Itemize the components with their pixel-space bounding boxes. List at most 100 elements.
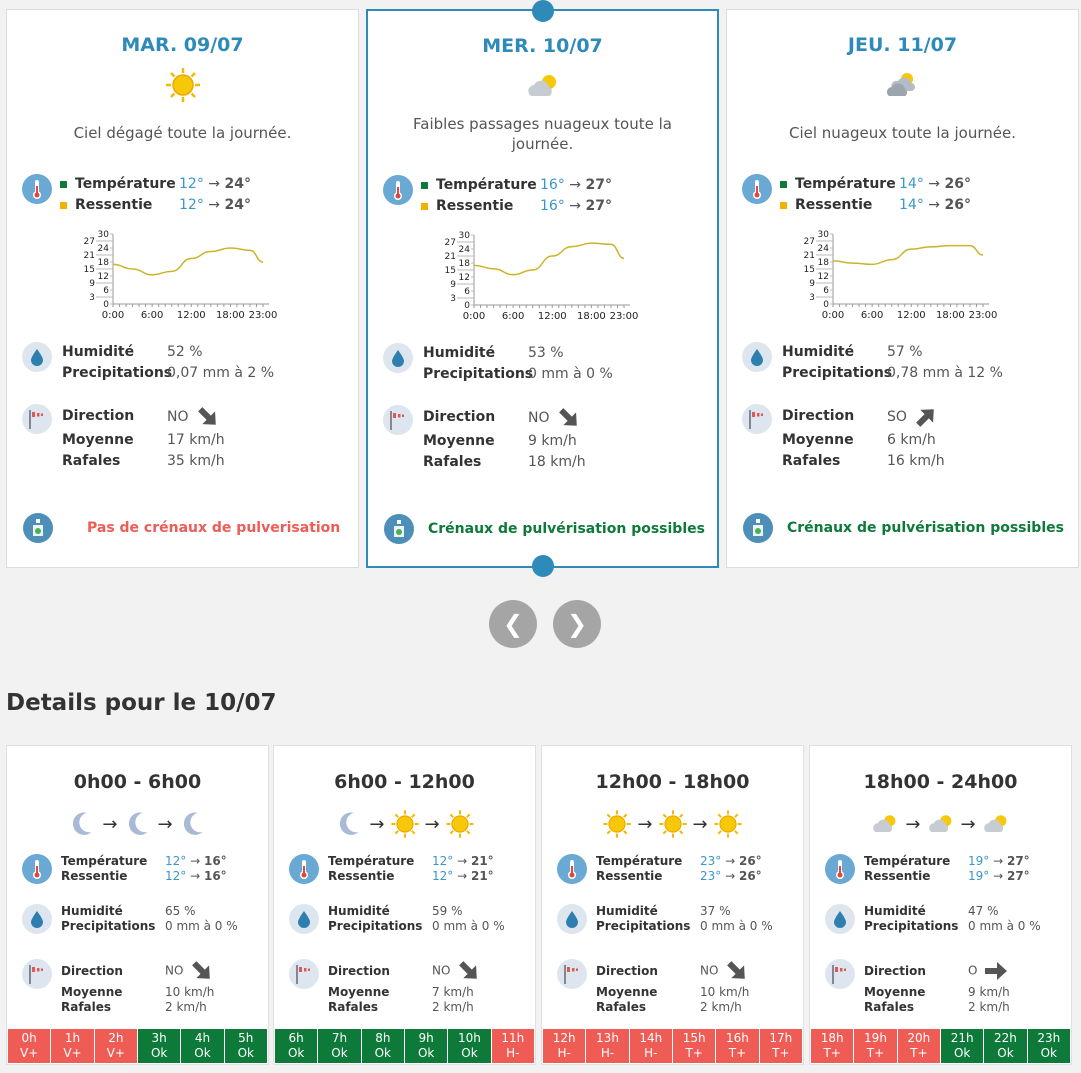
humidity-icon [22,342,52,372]
felt-label: Ressentie [864,869,931,883]
felt-legend-marker [421,202,428,210]
y-tick-label: 15 [84,265,95,275]
hour-label: 3h [151,1031,167,1045]
hour-status: Ok [374,1046,392,1060]
felt-label: Ressentie [596,869,663,883]
hour-slot[interactable]: 20h T+ [897,1029,940,1063]
average-value: 7 km/h [432,985,474,999]
gusts-value: 18 km/h [528,454,586,470]
hour-slot[interactable]: 7h Ok [318,1029,361,1063]
day-card[interactable]: JEU. 11/07 Ciel nuageux toute la journée.… [726,9,1079,568]
precip-label: Precipitations [423,366,534,382]
x-tick-label: 18:00 [216,310,245,320]
y-tick-label: 21 [84,251,95,261]
spray-status: Crénaux de pulvérisation possibles [428,521,705,537]
partly-cloudy-icon [527,75,556,96]
felt-max: 24° [224,197,251,213]
direction-label: Direction [864,964,926,978]
hour-label: 11h [501,1031,525,1045]
hour-status: T+ [866,1046,885,1060]
hour-label: 8h [375,1031,391,1045]
x-tick-label: 0:00 [102,310,124,320]
next-button[interactable]: ❯ [553,600,601,648]
hour-label: 2h [108,1031,124,1045]
average-label: Moyenne [596,985,658,999]
hour-slot[interactable]: 14h H- [629,1029,672,1063]
hour-slot[interactable]: 4h Ok [181,1029,224,1063]
humidity-icon [289,904,319,934]
direction-label: Direction [423,409,496,425]
thermometer-icon [289,854,319,884]
hour-slot[interactable]: 0h V+ [8,1029,51,1063]
precip-label: Precipitations [782,365,893,381]
day-card[interactable]: MAR. 09/07 Ciel dégagé toute la journée. T… [6,9,359,568]
hour-slot[interactable]: 15h T+ [672,1029,716,1063]
temp-max: 21° [470,854,494,868]
average-value: 9 km/h [528,433,577,449]
hour-slot[interactable]: 9h Ok [404,1029,448,1063]
hour-slot[interactable]: 23h Ok [1027,1029,1070,1063]
y-tick-label: 12 [818,272,829,282]
precip-value: 0,07 mm à 2 % [167,365,275,381]
gusts-label: Rafales [596,1000,647,1014]
hour-slot[interactable]: 18h T+ [811,1029,854,1063]
average-value: 10 km/h [700,985,750,999]
period-card: 12h00 - 18h00 → → Température Ressentie 23° →… [541,745,804,1065]
hour-slot[interactable]: 6h Ok [275,1029,318,1063]
hour-label: 4h [194,1031,211,1045]
hour-status: H- [600,1046,615,1060]
felt-legend-marker [780,201,787,209]
humidity-icon [825,904,855,934]
wind-arrow-icon [197,407,216,425]
gusts-value: 2 km/h [165,1000,207,1014]
day-card[interactable]: MER. 10/07 Faibles passages nuageux toute… [366,0,719,577]
hour-label: 22h [994,1031,1017,1045]
direction-label: Direction [328,964,390,978]
hour-status: T+ [685,1046,703,1060]
temperature-line [832,244,984,266]
hour-slot[interactable]: 16h T+ [716,1029,759,1063]
hour-slot[interactable]: 10h Ok [448,1029,491,1063]
felt-label: Ressentie [61,869,128,883]
hour-slot[interactable]: 3h Ok [137,1029,181,1063]
humidity-value: 37 % [700,904,731,918]
average-label: Moyenne [782,432,854,448]
y-tick-label: 30 [459,231,471,241]
hour-slot[interactable]: 8h Ok [361,1029,404,1063]
felt-label: Ressentie [75,197,153,213]
hour-label: 13h [596,1031,619,1045]
gusts-value: 2 km/h [700,1000,742,1014]
precip-value: 0 mm à 0 % [432,919,505,933]
sun-icon [445,810,474,838]
hour-slot[interactable]: 12h H- [543,1029,586,1063]
moon-icon [73,812,93,835]
temp-min: 23° [700,854,722,868]
hour-slot[interactable]: 2h V+ [94,1029,137,1063]
x-tick-label: 23:00 [969,310,998,320]
prev-button[interactable]: ❮ [489,600,537,648]
y-tick-label: 30 [818,230,830,240]
humidity-label: Humidité [864,904,926,918]
cloudy-icon [886,73,915,96]
hour-label: 5h [238,1031,254,1045]
hour-status: Ok [417,1046,435,1060]
hour-slot[interactable]: 21h Ok [940,1029,984,1063]
y-tick-label: 18 [818,258,830,268]
hour-slot[interactable]: 22h Ok [984,1029,1027,1063]
humidity-label: Humidité [596,904,658,918]
hour-slot[interactable]: 17h T+ [759,1029,802,1063]
period-title: 18h00 - 24h00 [863,771,1018,793]
hour-slot[interactable]: 1h V+ [51,1029,94,1063]
hour-slot[interactable]: 5h Ok [224,1029,267,1063]
hour-slot[interactable]: 11h H- [491,1029,534,1063]
hour-label: 16h [726,1031,749,1045]
hour-slot[interactable]: 13h H- [586,1029,629,1063]
hour-slot[interactable]: 19h T+ [854,1029,897,1063]
y-tick-label: 12 [459,273,470,283]
y-tick-label: 9 [809,279,815,289]
hour-status: V+ [63,1046,82,1060]
direction-value: NO [165,963,184,978]
sun-icon [390,810,419,838]
average-label: Moyenne [423,433,495,449]
